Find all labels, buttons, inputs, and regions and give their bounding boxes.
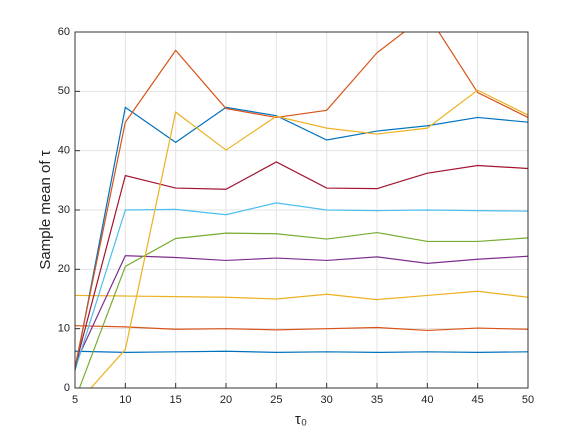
plot-lines (75, 32, 528, 388)
y-tick-label: 40 (58, 145, 70, 157)
series-line (75, 32, 528, 368)
series-line (75, 161, 528, 368)
plot-frame (74, 31, 529, 389)
series-line (75, 350, 528, 354)
x-tick-label: 15 (170, 394, 182, 406)
x-tick-label: 5 (72, 394, 78, 406)
y-tick-label: 0 (64, 382, 70, 394)
series-line (75, 290, 528, 301)
x-tick-label: 40 (421, 394, 433, 406)
x-tick-label: 35 (371, 394, 383, 406)
x-tick-label: 45 (472, 394, 484, 406)
x-tick-label: 25 (270, 394, 282, 406)
series-line (78, 231, 528, 388)
x-tick-label: 30 (321, 394, 333, 406)
y-tick-label: 10 (58, 323, 70, 335)
y-tick-label: 30 (58, 204, 70, 216)
series-line (75, 106, 528, 371)
y-tick-label: 20 (58, 263, 70, 275)
x-tick-label: 10 (119, 394, 131, 406)
series-line (90, 89, 528, 388)
y-tick-label: 50 (58, 85, 70, 97)
y-axis-label: Sample mean of τ (37, 150, 54, 269)
series-line (75, 325, 528, 332)
series-line (75, 255, 528, 365)
x-tick-label: 50 (522, 394, 534, 406)
y-tick-label: 60 (58, 26, 70, 38)
x-axis-label: τ₀ (295, 411, 307, 428)
series-line (75, 202, 528, 371)
x-tick-label: 20 (220, 394, 232, 406)
